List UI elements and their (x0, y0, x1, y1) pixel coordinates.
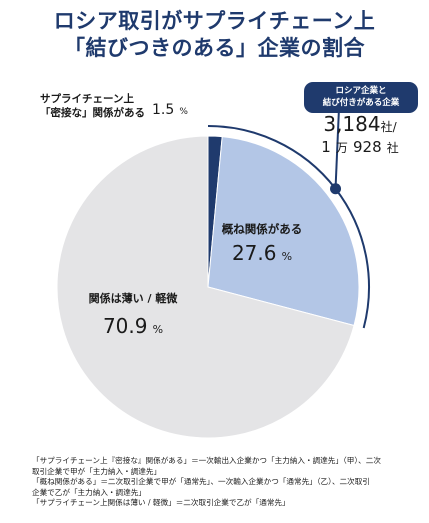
slice-label-mostly-text: 概ね関係がある (221, 222, 303, 236)
slice-label-weak-text: 関係は薄い / 軽微 (88, 292, 178, 305)
slice-value-mostly-number: 27.6 (231, 241, 277, 265)
connected-companies-badge: ロシア企業と 結び付きがある企業 (304, 82, 418, 113)
footnote-line: 取引企業で甲が「主力納入・調達先」 (32, 466, 162, 476)
pie-slice-mostly (207, 136, 360, 327)
pie-slice-weak (56, 135, 355, 439)
slice-label-close-line2: 「密接な」関係がある (40, 107, 145, 119)
connector-dot (330, 183, 342, 195)
connector-line (334, 107, 340, 189)
footnote-line: 企業で乙が「主力納入・調達先」 (32, 487, 146, 497)
slice-value-mostly-unit: % (281, 250, 293, 263)
slice-label-close: サプライチェーン上 「密接な」関係がある (40, 92, 145, 120)
chart-title-line2: 「結びつきのある」企業の割合 (64, 36, 365, 60)
total-count-unit: 社 (386, 141, 399, 155)
footnotes: 「サプライチェーン上『密接な』関係がある」＝一次輸出入企業かつ「主力納入・調達先… (32, 456, 412, 509)
connected-count: 3,184 (323, 112, 381, 136)
slice-label-close-line1: サプライチェーン上 (40, 93, 134, 105)
total-count-part1: 1 (321, 138, 331, 156)
badge-line1: ロシア企業と (335, 86, 387, 96)
total-count-part2: 928 (353, 138, 382, 156)
slice-value-weak-unit: % (152, 323, 164, 336)
total-count-man: 万 (335, 141, 348, 155)
company-count: 3,184社/ 1 万 928 社 (300, 114, 420, 158)
slice-value-weak-number: 70.9 (102, 314, 148, 338)
slice-value-close: 1.5 % (152, 99, 188, 118)
slice-value-close-number: 1.5 (152, 102, 175, 118)
footnote-line: 「サプライチェーン上関係は薄い / 軽微」＝二次取引企業で乙が「通常先」 (32, 498, 290, 508)
slice-value-close-unit: % (179, 107, 188, 117)
slice-label-weak: 関係は薄い / 軽微 70.9 % (78, 290, 188, 338)
chart-title-line1: ロシア取引がサプライチェーン上 (53, 9, 376, 33)
footnote-line: 「サプライチェーン上『密接な』関係がある」＝一次輸出入企業かつ「主力納入・調達先… (32, 456, 381, 465)
slice-label-mostly: 概ね関係がある 27.6 % (212, 221, 312, 265)
footnote-line: 「概ね関係がある」＝二次取引企業で甲が「通常先」、一次輸入企業かつ「通常先」（乙… (32, 477, 370, 487)
badge-line2: 結び付きがある企業 (322, 98, 400, 108)
connected-count-unit: 社/ (380, 120, 397, 134)
